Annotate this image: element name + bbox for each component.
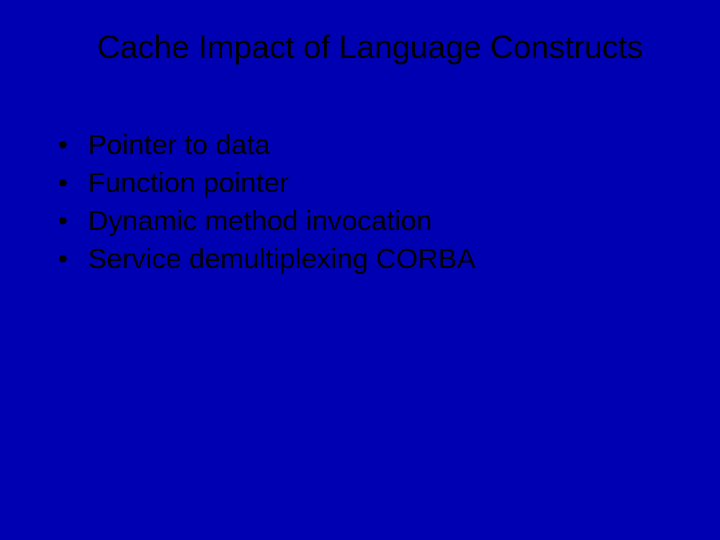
list-item: • Function pointer [58,164,720,202]
bullet-icon: • [58,164,88,202]
bullet-list: • Pointer to data • Function pointer • D… [0,126,720,277]
bullet-icon: • [58,202,88,240]
bullet-text: Pointer to data [88,126,270,164]
slide-title: Cache Impact of Language Constructs [0,28,720,66]
bullet-icon: • [58,240,88,278]
list-item: • Dynamic method invocation [58,202,720,240]
slide: Cache Impact of Language Constructs • Po… [0,0,720,540]
bullet-text: Function pointer [88,164,289,202]
bullet-text: Service demultiplexing CORBA [88,240,476,278]
bullet-icon: • [58,126,88,164]
bullet-text: Dynamic method invocation [88,202,432,240]
list-item: • Pointer to data [58,126,720,164]
list-item: • Service demultiplexing CORBA [58,240,720,278]
